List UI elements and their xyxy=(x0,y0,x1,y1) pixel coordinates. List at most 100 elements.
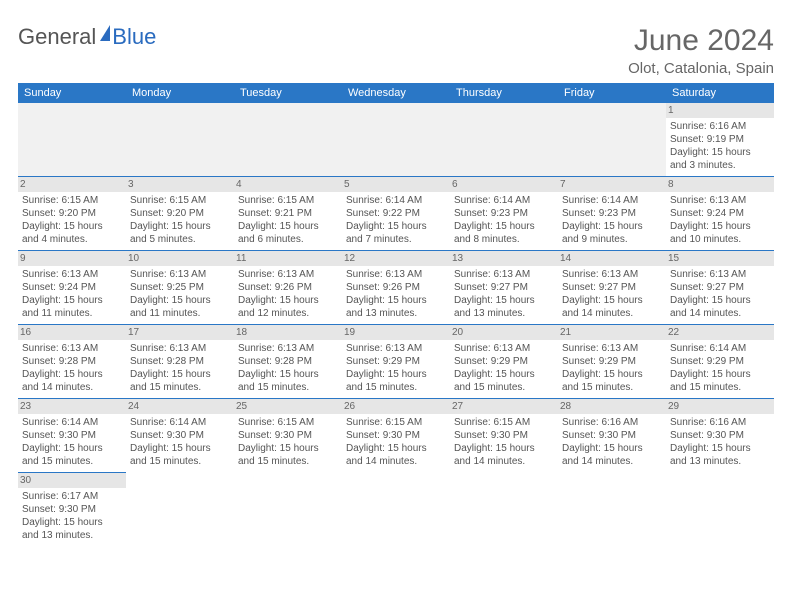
daylight-text: Daylight: 15 hours and 9 minutes. xyxy=(562,220,662,246)
calendar-week-row: 1 Sunrise: 6:16 AMSunset: 9:19 PMDaylight… xyxy=(18,103,774,177)
brand-part1: General xyxy=(18,24,96,50)
sunrise-text: Sunrise: 6:16 AM xyxy=(562,416,662,429)
header-row: General Blue June 2024 Olot, Catalonia, … xyxy=(18,24,774,77)
daylight-text: Daylight: 15 hours and 15 minutes. xyxy=(454,368,554,394)
page-title: June 2024 xyxy=(628,24,774,58)
day-header: Wednesday xyxy=(342,83,450,103)
daylight-text: Daylight: 15 hours and 11 minutes. xyxy=(22,294,122,320)
calendar-week-row: 30Sunrise: 6:17 AMSunset: 9:30 PMDayligh… xyxy=(18,473,774,547)
day-number: 7 xyxy=(558,177,666,192)
sunrise-text: Sunrise: 6:13 AM xyxy=(670,268,770,281)
day-number: 23 xyxy=(18,399,126,414)
calendar-table: Sunday Monday Tuesday Wednesday Thursday… xyxy=(18,83,774,546)
daylight-text: Daylight: 15 hours and 15 minutes. xyxy=(238,368,338,394)
sunset-text: Sunset: 9:30 PM xyxy=(670,429,770,442)
sunset-text: Sunset: 9:30 PM xyxy=(238,429,338,442)
sunrise-text: Sunrise: 6:17 AM xyxy=(22,490,122,503)
day-number: 27 xyxy=(450,399,558,414)
day-number: 22 xyxy=(666,325,774,340)
daylight-text: Daylight: 15 hours and 13 minutes. xyxy=(454,294,554,320)
sunrise-text: Sunrise: 6:13 AM xyxy=(454,268,554,281)
day-number: 29 xyxy=(666,399,774,414)
calendar-cell xyxy=(18,103,126,177)
day-number: 10 xyxy=(126,251,234,266)
daylight-text: Daylight: 15 hours and 14 minutes. xyxy=(454,442,554,468)
sunrise-text: Sunrise: 6:13 AM xyxy=(130,342,230,355)
calendar-cell: 12Sunrise: 6:13 AMSunset: 9:26 PMDayligh… xyxy=(342,251,450,325)
day-number: 20 xyxy=(450,325,558,340)
sunset-text: Sunset: 9:27 PM xyxy=(670,281,770,294)
sunrise-text: Sunrise: 6:15 AM xyxy=(346,416,446,429)
calendar-cell: 26Sunrise: 6:15 AMSunset: 9:30 PMDayligh… xyxy=(342,399,450,473)
daylight-text: Daylight: 15 hours and 13 minutes. xyxy=(670,442,770,468)
calendar-cell: 29Sunrise: 6:16 AMSunset: 9:30 PMDayligh… xyxy=(666,399,774,473)
sunrise-text: Sunrise: 6:13 AM xyxy=(562,342,662,355)
sunset-text: Sunset: 9:26 PM xyxy=(238,281,338,294)
calendar-cell xyxy=(126,103,234,177)
sunrise-text: Sunrise: 6:15 AM xyxy=(130,194,230,207)
sunset-text: Sunset: 9:20 PM xyxy=(22,207,122,220)
sunrise-text: Sunrise: 6:13 AM xyxy=(670,194,770,207)
day-number: 17 xyxy=(126,325,234,340)
header-right: June 2024 Olot, Catalonia, Spain xyxy=(628,24,774,77)
calendar-cell: 14Sunrise: 6:13 AMSunset: 9:27 PMDayligh… xyxy=(558,251,666,325)
sunset-text: Sunset: 9:29 PM xyxy=(346,355,446,368)
calendar-cell xyxy=(450,473,558,547)
calendar-cell: 16Sunrise: 6:13 AMSunset: 9:28 PMDayligh… xyxy=(18,325,126,399)
calendar-cell: 7Sunrise: 6:14 AMSunset: 9:23 PMDaylight… xyxy=(558,177,666,251)
calendar-cell: 28Sunrise: 6:16 AMSunset: 9:30 PMDayligh… xyxy=(558,399,666,473)
calendar-cell: 17Sunrise: 6:13 AMSunset: 9:28 PMDayligh… xyxy=(126,325,234,399)
day-header: Sunday xyxy=(18,83,126,103)
day-header: Friday xyxy=(558,83,666,103)
sunrise-text: Sunrise: 6:15 AM xyxy=(238,194,338,207)
sunset-text: Sunset: 9:22 PM xyxy=(346,207,446,220)
calendar-cell: 19Sunrise: 6:13 AMSunset: 9:29 PMDayligh… xyxy=(342,325,450,399)
sunset-text: Sunset: 9:29 PM xyxy=(670,355,770,368)
sunset-text: Sunset: 9:30 PM xyxy=(562,429,662,442)
sunrise-text: Sunrise: 6:13 AM xyxy=(238,268,338,281)
calendar-cell: 2Sunrise: 6:15 AMSunset: 9:20 PMDaylight… xyxy=(18,177,126,251)
page-subtitle: Olot, Catalonia, Spain xyxy=(628,60,774,77)
calendar-week-row: 23Sunrise: 6:14 AMSunset: 9:30 PMDayligh… xyxy=(18,399,774,473)
day-number: 26 xyxy=(342,399,450,414)
calendar-cell: 20Sunrise: 6:13 AMSunset: 9:29 PMDayligh… xyxy=(450,325,558,399)
calendar-week-row: 2 Sunrise: 6:15 AM Sunset: 9:20 PM Daylight… xyxy=(18,177,774,251)
sunset-text: Sunset: 9:30 PM xyxy=(130,429,230,442)
calendar-cell xyxy=(234,103,342,177)
day-number: 1 xyxy=(666,103,774,118)
day-number: 15 xyxy=(666,251,774,266)
calendar-cell: 21Sunrise: 6:13 AMSunset: 9:29 PMDayligh… xyxy=(558,325,666,399)
day-number: 18 xyxy=(234,325,342,340)
day-number: 13 xyxy=(450,251,558,266)
day-number: 2 xyxy=(18,177,126,192)
calendar-cell xyxy=(342,103,450,177)
brand-part2: Blue xyxy=(112,24,156,50)
daylight-text: Daylight: 15 hours and 14 minutes. xyxy=(562,294,662,320)
calendar-body: 1Sunrise: 6:16 AMSunset: 9:19 PMDaylight… xyxy=(18,103,774,546)
calendar-cell xyxy=(450,103,558,177)
calendar-cell: 3Sunrise: 6:15 AMSunset: 9:20 PMDaylight… xyxy=(126,177,234,251)
calendar-cell: 6Sunrise: 6:14 AMSunset: 9:23 PMDaylight… xyxy=(450,177,558,251)
calendar-cell xyxy=(126,473,234,547)
sunrise-text: Sunrise: 6:13 AM xyxy=(22,268,122,281)
sunset-text: Sunset: 9:24 PM xyxy=(670,207,770,220)
calendar-week-row: 16Sunrise: 6:13 AMSunset: 9:28 PMDayligh… xyxy=(18,325,774,399)
calendar-header-row: Sunday Monday Tuesday Wednesday Thursday… xyxy=(18,83,774,103)
day-number: 6 xyxy=(450,177,558,192)
daylight-text: Daylight: 15 hours and 3 minutes. xyxy=(670,146,770,172)
sunset-text: Sunset: 9:19 PM xyxy=(670,133,770,146)
sunrise-text: Sunrise: 6:15 AM xyxy=(238,416,338,429)
sunrise-text: Sunrise: 6:16 AM xyxy=(670,120,770,133)
day-number: 12 xyxy=(342,251,450,266)
calendar-cell: 22Sunrise: 6:14 AMSunset: 9:29 PMDayligh… xyxy=(666,325,774,399)
calendar-cell: 9Sunrise: 6:13 AMSunset: 9:24 PMDaylight… xyxy=(18,251,126,325)
daylight-text: Daylight: 15 hours and 14 minutes. xyxy=(22,368,122,394)
day-header: Thursday xyxy=(450,83,558,103)
calendar-cell: 11Sunrise: 6:13 AMSunset: 9:26 PMDayligh… xyxy=(234,251,342,325)
sunrise-text: Sunrise: 6:15 AM xyxy=(454,416,554,429)
day-number: 28 xyxy=(558,399,666,414)
day-number: 30 xyxy=(18,473,126,488)
sunrise-text: Sunrise: 6:14 AM xyxy=(454,194,554,207)
calendar-cell: 15Sunrise: 6:13 AMSunset: 9:27 PMDayligh… xyxy=(666,251,774,325)
sunset-text: Sunset: 9:24 PM xyxy=(22,281,122,294)
